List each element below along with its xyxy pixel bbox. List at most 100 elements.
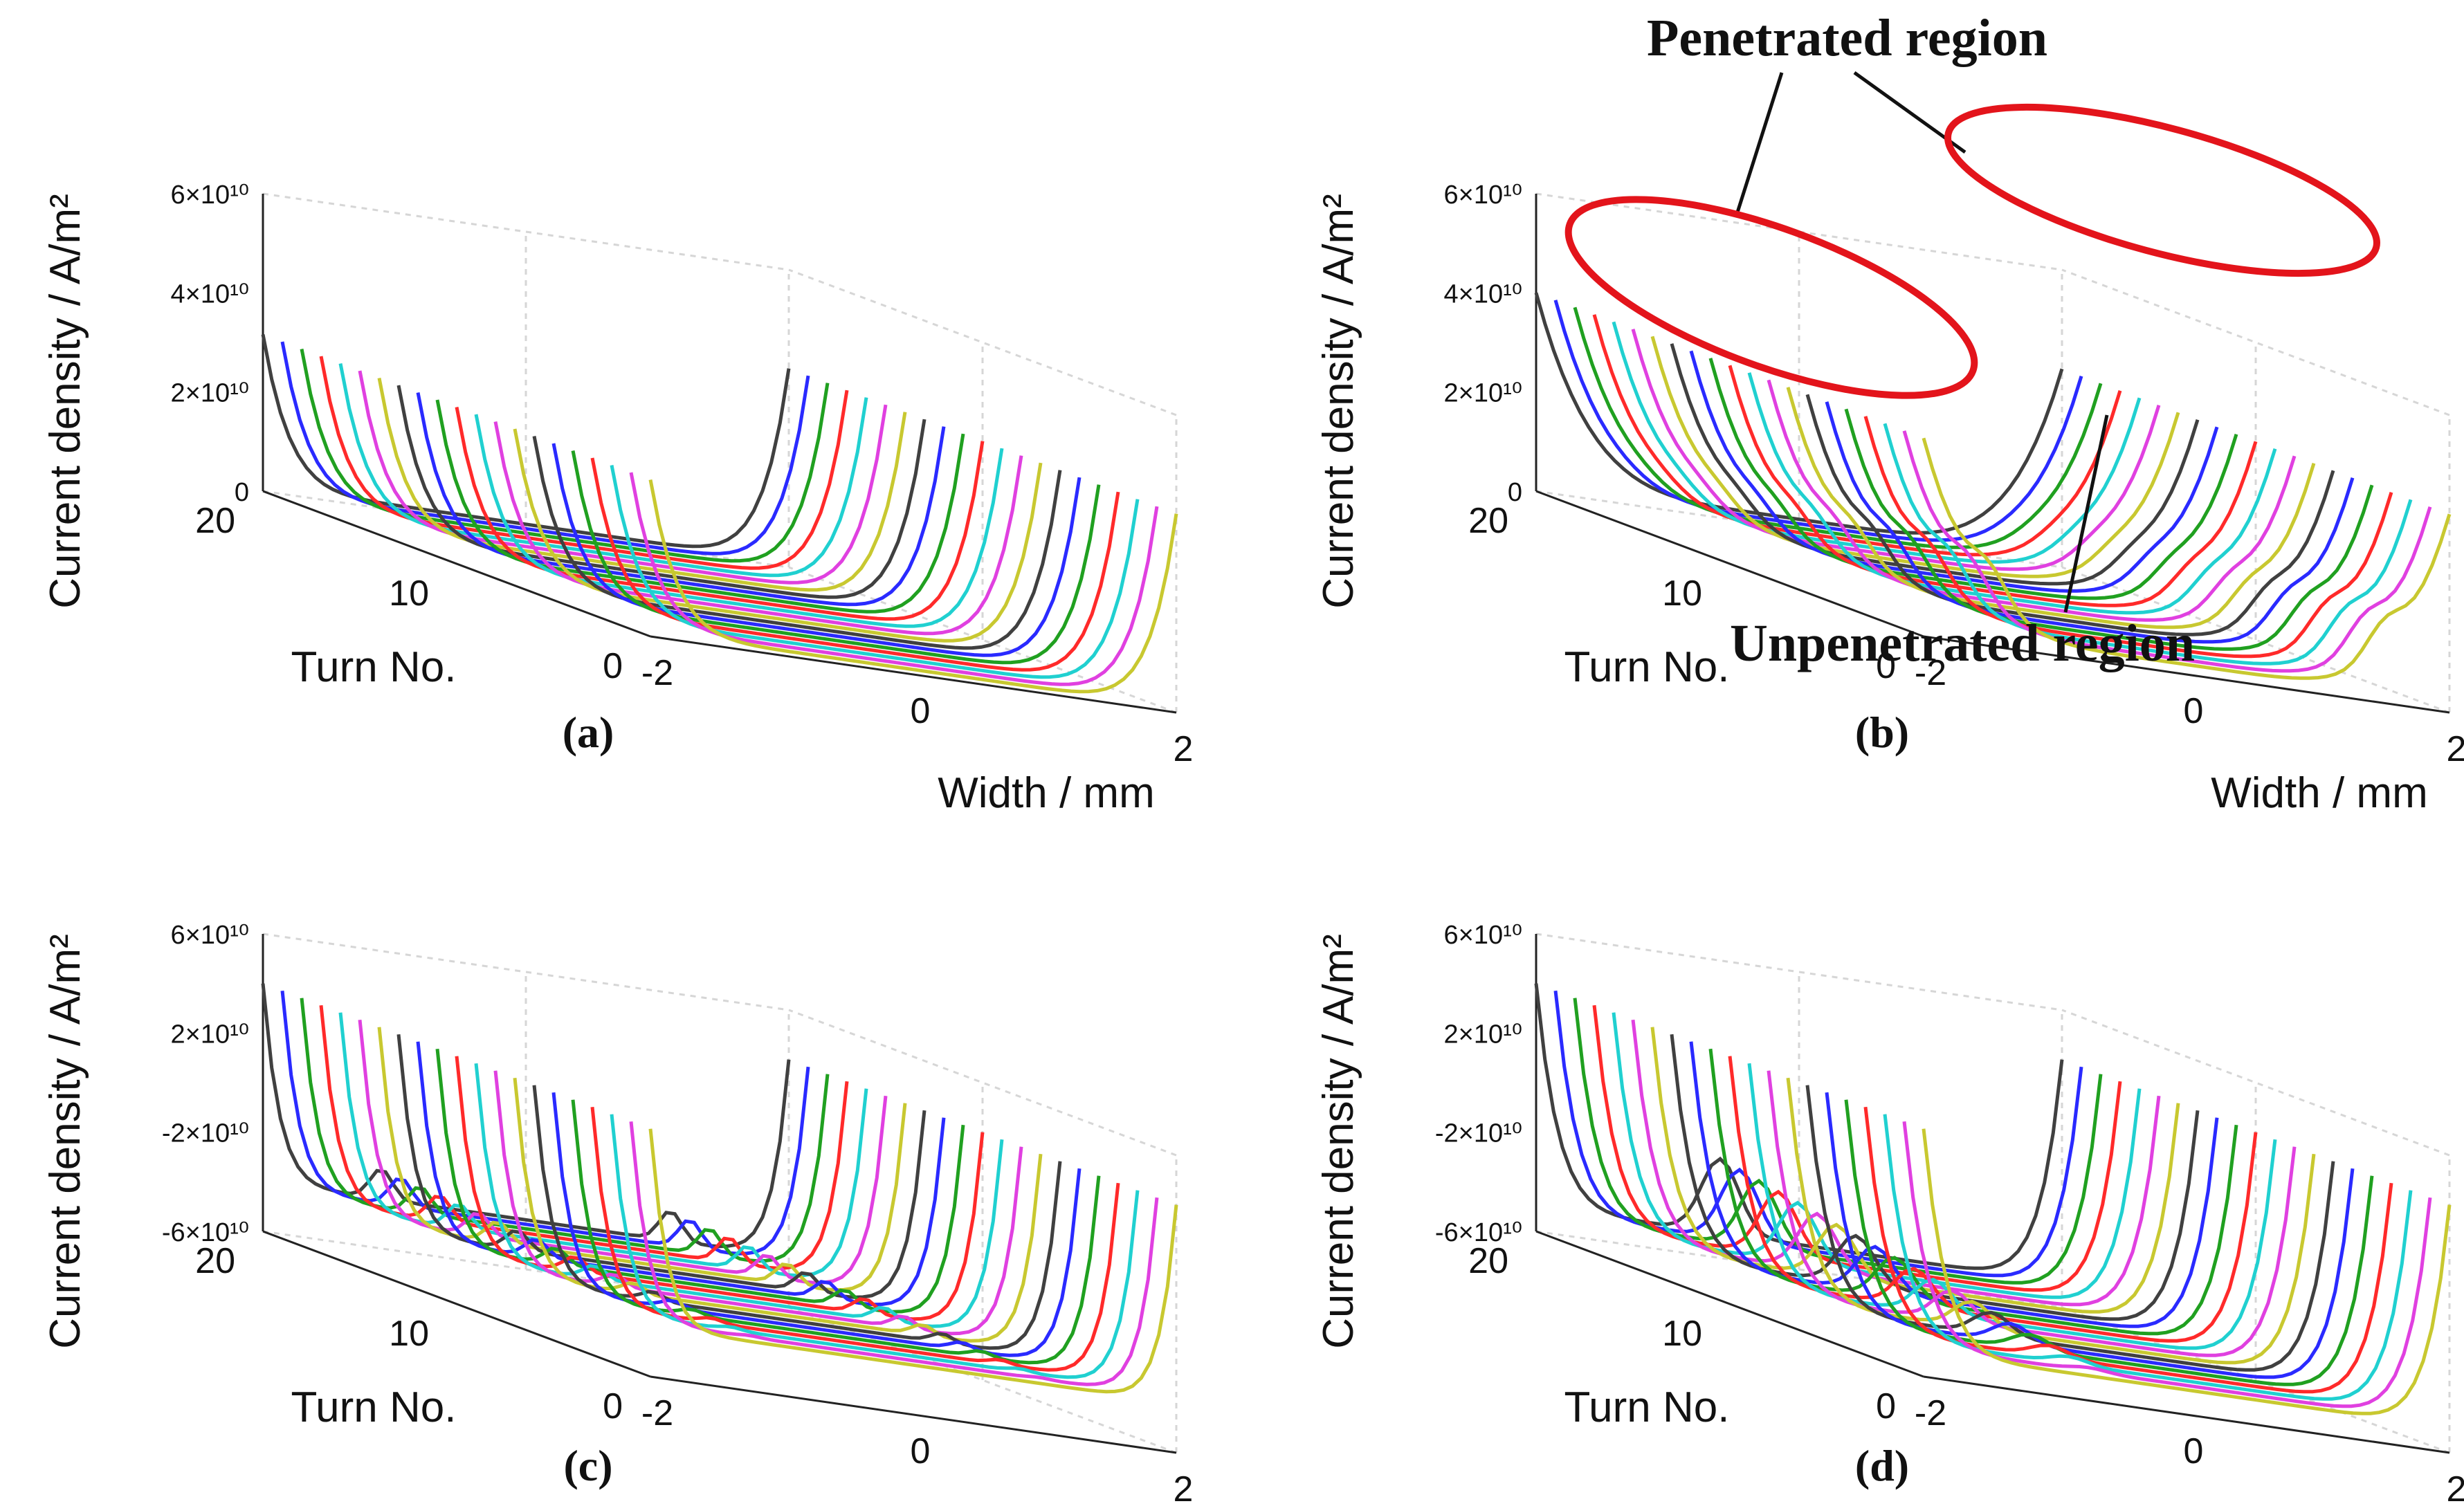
series-line: [1689, 350, 2219, 593]
z-tick-label: 0: [603, 646, 623, 686]
grid-line: [788, 1306, 1177, 1454]
x-axis-line: [1923, 635, 2450, 714]
unpenetrated-leader: [2063, 414, 2109, 613]
x-tick-label: -2: [641, 1393, 673, 1433]
z-axis-label: Turn No.: [1564, 643, 1730, 691]
series-line: [1844, 408, 2374, 651]
series-line: [1631, 329, 2161, 571]
penetrated-leader-1: [1735, 72, 1784, 215]
z-tick-label: 20: [195, 501, 235, 541]
z-tick-label: 20: [1468, 501, 1508, 541]
x-tick-label: 2: [2447, 729, 2464, 769]
x-axis-label: Width / mm: [938, 769, 1154, 817]
series-line: [1553, 300, 2083, 542]
series-line: [1922, 437, 2452, 680]
series-line: [1786, 387, 2316, 630]
series-line: [1863, 416, 2393, 659]
grid-line: [788, 1009, 1177, 1157]
y-axis-label: Current density / A/m²: [1315, 934, 1362, 1349]
x-tick-label: -2: [1915, 1393, 1946, 1433]
panel-caption: (d): [1855, 1441, 1909, 1490]
chart-panel-4: -20201020-6×10¹⁰-2×10¹⁰2×10¹⁰6×10¹⁰Width…: [1315, 921, 2464, 1506]
z-axis-line: [1535, 490, 1924, 638]
y-tick-label: -2×10¹⁰: [162, 1119, 249, 1148]
x-tick-label: -2: [641, 653, 673, 693]
z-tick-label: 10: [389, 573, 429, 614]
series-line: [1805, 394, 2335, 636]
x-tick-label: 2: [2447, 1469, 2464, 1506]
x-tick-label: -2: [1915, 653, 1946, 693]
x-tick-label: 2: [1174, 1469, 1194, 1506]
z-tick-label: 20: [1468, 1241, 1508, 1281]
series-line: [1922, 1128, 2452, 1415]
y-tick-label: 6×10¹⁰: [171, 181, 249, 210]
x-axis-line: [650, 1375, 1177, 1454]
z-tick-label: 10: [1662, 1314, 1702, 1354]
y-tick-label: -6×10¹⁰: [1435, 1218, 1522, 1247]
y-tick-label: 2×10¹⁰: [1444, 379, 1522, 408]
series-line: [1883, 423, 2413, 665]
z-axis-line: [262, 1230, 651, 1378]
region-annotations: Penetrated region Unpenetrated region: [1564, 9, 2380, 672]
z-axis-line: [262, 490, 651, 638]
z-tick-label: 0: [603, 1386, 623, 1426]
series-line: [629, 1121, 1159, 1386]
x-tick-label: 2: [1174, 729, 1194, 769]
series-line: [300, 998, 830, 1263]
grid-line: [2061, 1009, 2450, 1157]
x-tick-label: 0: [2184, 691, 2204, 731]
z-axis-line: [1535, 1230, 1924, 1378]
series-line: [1902, 430, 2432, 673]
z-tick-label: 20: [195, 1241, 235, 1281]
y-tick-label: 2×10¹⁰: [1444, 1020, 1522, 1049]
y-tick-label: 4×10¹⁰: [171, 279, 249, 309]
series-line: [280, 990, 810, 1256]
grid-line: [788, 566, 1177, 714]
series-line: [1825, 401, 2355, 644]
z-axis-label: Turn No.: [291, 1384, 457, 1431]
penetrated-ellipse-left: [1564, 196, 1978, 399]
z-tick-label: 10: [1662, 573, 1702, 614]
series-line: [1650, 336, 2180, 578]
x-tick-label: 0: [911, 1431, 931, 1471]
x-axis-label: Width / mm: [2211, 769, 2427, 817]
series-line: [1534, 292, 2064, 535]
z-tick-label: 0: [1876, 1386, 1896, 1426]
x-tick-label: 0: [2184, 1431, 2204, 1471]
y-axis-label: Current density / A/m²: [42, 934, 89, 1349]
y-tick-label: 2×10¹⁰: [171, 379, 249, 408]
panel-caption: (b): [1855, 708, 1909, 757]
series-line: [648, 479, 1178, 694]
y-axis-label: Current density / A/m²: [1315, 194, 1362, 609]
y-tick-label: -6×10¹⁰: [162, 1218, 249, 1247]
y-tick-label: 0: [1508, 478, 1522, 507]
y-tick-label: -2×10¹⁰: [1435, 1119, 1522, 1148]
x-axis-line: [650, 635, 1177, 714]
z-axis-label: Turn No.: [1564, 1384, 1730, 1431]
x-axis-line: [1923, 1375, 2450, 1454]
series-line: [261, 983, 791, 1249]
panel-caption: (c): [563, 1441, 612, 1490]
y-tick-label: 6×10¹⁰: [1444, 921, 1522, 950]
series-line: [1573, 306, 2103, 549]
series-line: [1670, 343, 2200, 586]
series-line: [1612, 321, 2142, 564]
z-tick-label: 10: [389, 1314, 429, 1354]
penetrated-ellipse-right: [1944, 103, 2380, 277]
y-tick-label: 0: [235, 478, 249, 507]
x-tick-label: 0: [911, 691, 931, 731]
unpenetrated-region-label: Unpenetrated region: [1730, 614, 2195, 672]
series-line: [648, 1128, 1178, 1394]
grid-line: [2061, 268, 2450, 416]
z-tick-label: 0: [1876, 646, 1896, 686]
y-axis-label: Current density / A/m²: [42, 194, 89, 609]
panel-caption: (a): [563, 708, 614, 757]
series-line: [1592, 314, 2122, 557]
y-tick-label: 6×10¹⁰: [171, 921, 249, 950]
series-line: [1767, 379, 2297, 622]
z-axis-label: Turn No.: [291, 643, 457, 691]
y-tick-label: 2×10¹⁰: [171, 1020, 249, 1049]
